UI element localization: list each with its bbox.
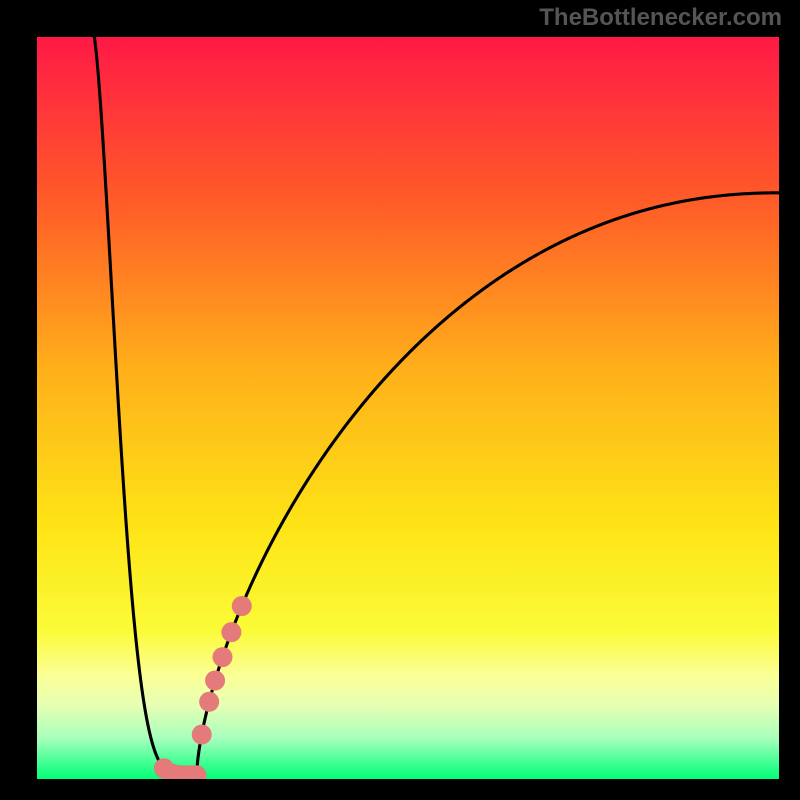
data-marker: [221, 622, 241, 642]
data-marker: [232, 596, 252, 616]
watermark-text: TheBottlenecker.com: [539, 4, 782, 32]
markers-overlay: [37, 37, 779, 779]
data-marker: [199, 692, 219, 712]
data-marker: [205, 671, 225, 691]
data-marker: [192, 725, 212, 745]
data-marker: [213, 647, 233, 667]
chart-container: TheBottlenecker.com: [0, 0, 800, 800]
plot-area: [37, 37, 779, 779]
